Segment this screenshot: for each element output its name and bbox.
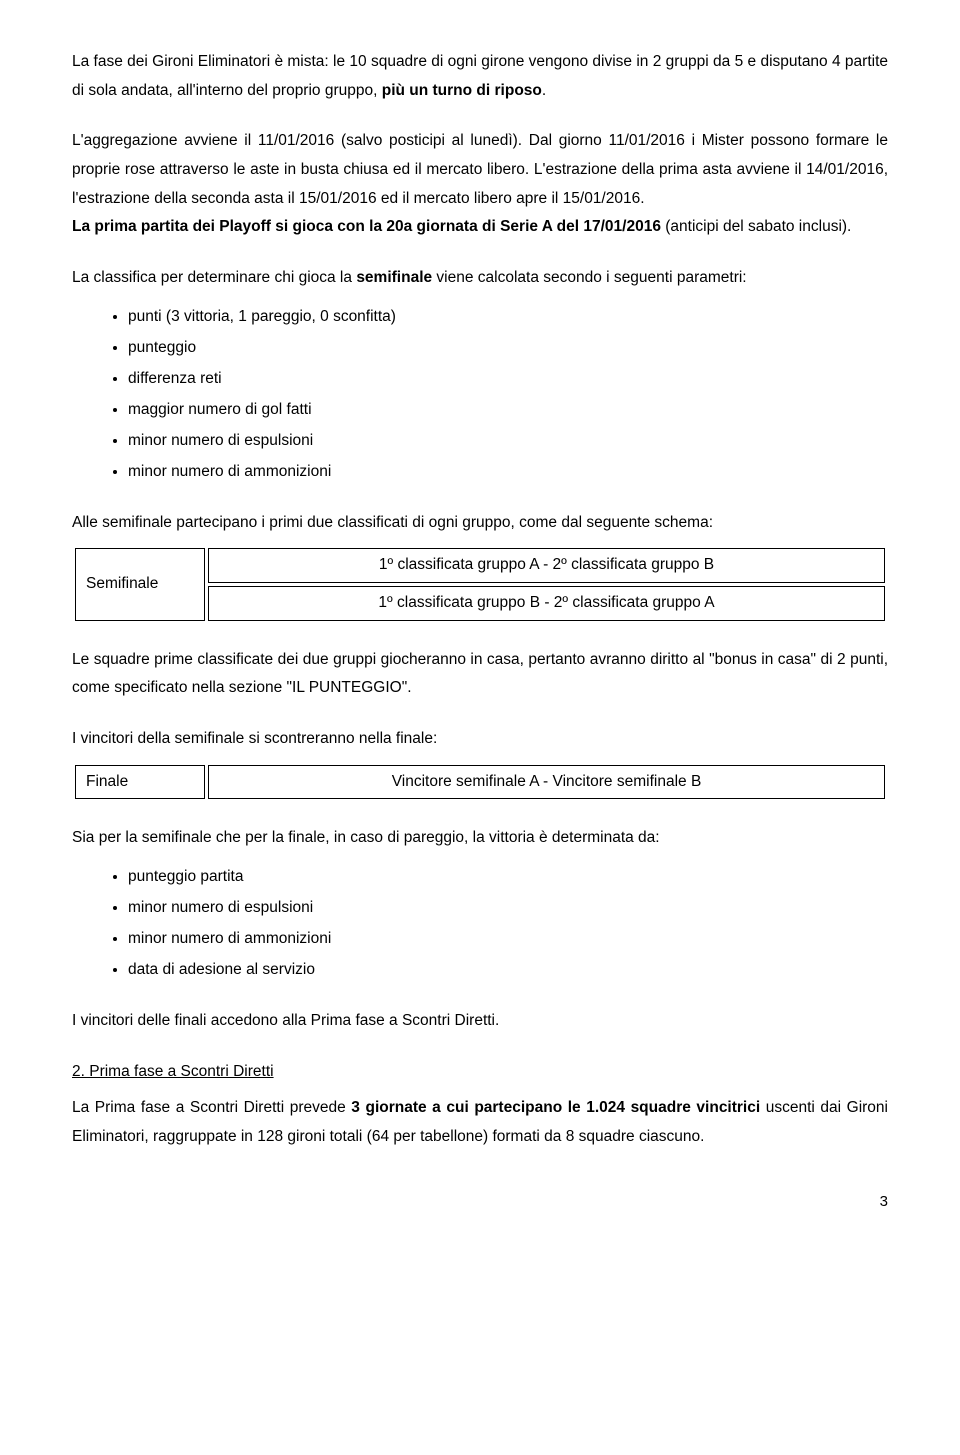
section-heading-phase2: 2. Prima fase a Scontri Diretti (72, 1058, 888, 1087)
text: viene calcolata secondo i seguenti param… (432, 269, 747, 286)
text-bold: La prima partita dei Playoff si gioca co… (72, 218, 661, 235)
table-semifinal: Semifinale 1º classificata gruppo A - 2º… (72, 545, 888, 623)
list-item: differenza reti (128, 363, 888, 394)
list-item: maggior numero di gol fatti (128, 394, 888, 425)
paragraph-semifinal-intro: La classifica per determinare chi gioca … (72, 264, 888, 293)
list-item: punteggio (128, 332, 888, 363)
table-row: Vincitore semifinale A - Vincitore semif… (208, 765, 885, 800)
text: La Prima fase a Scontri Diretti prevede (72, 1099, 351, 1116)
paragraph-bonus: Le squadre prime classificate dei due gr… (72, 646, 888, 703)
list-item: minor numero di ammonizioni (128, 923, 888, 954)
text: L'aggregazione avviene il 11/01/2016 (sa… (72, 132, 888, 206)
heading-text: 2. Prima fase a Scontri Diretti (72, 1063, 274, 1080)
paragraph-phase2-body: La Prima fase a Scontri Diretti prevede … (72, 1094, 888, 1151)
table-row: 1º classificata gruppo A - 2º classifica… (208, 548, 885, 583)
list-item: minor numero di espulsioni (128, 892, 888, 923)
bullet-list-tiebreak: punteggio partita minor numero di espuls… (128, 861, 888, 985)
paragraph-aggregation: L'aggregazione avviene il 11/01/2016 (sa… (72, 127, 888, 213)
bullet-list-ranking-params: punti (3 vittoria, 1 pareggio, 0 sconfit… (128, 301, 888, 487)
paragraph-tiebreak-intro: Sia per la semifinale che per la finale,… (72, 824, 888, 853)
paragraph-winners-advance: I vincitori delle finali accedono alla P… (72, 1007, 888, 1036)
text-bold: più un turno di riposo (382, 82, 542, 99)
table-label-cell: Finale (75, 765, 205, 800)
table-row: 1º classificata gruppo B - 2º classifica… (208, 586, 885, 621)
text: La classifica per determinare chi gioca … (72, 269, 356, 286)
list-item: data di adesione al servizio (128, 954, 888, 985)
text-bold: semifinale (356, 269, 432, 286)
table-final: Finale Vincitore semifinale A - Vincitor… (72, 762, 888, 803)
paragraph-intro: La fase dei Gironi Eliminatori è mista: … (72, 48, 888, 105)
list-item: punti (3 vittoria, 1 pareggio, 0 sconfit… (128, 301, 888, 332)
paragraph-first-match: La prima partita dei Playoff si gioca co… (72, 213, 888, 242)
paragraph-semifinal-schema: Alle semifinale partecipano i primi due … (72, 509, 888, 538)
list-item: minor numero di ammonizioni (128, 456, 888, 487)
page-number: 3 (72, 1188, 888, 1216)
text: (anticipi del sabato inclusi). (661, 218, 851, 235)
list-item: punteggio partita (128, 861, 888, 892)
paragraph-final-intro: I vincitori della semifinale si scontrer… (72, 725, 888, 754)
list-item: minor numero di espulsioni (128, 425, 888, 456)
text-bold: 3 giornate a cui partecipano le 1.024 sq… (351, 1099, 760, 1116)
text: . (542, 82, 546, 99)
table-label-cell: Semifinale (75, 548, 205, 620)
